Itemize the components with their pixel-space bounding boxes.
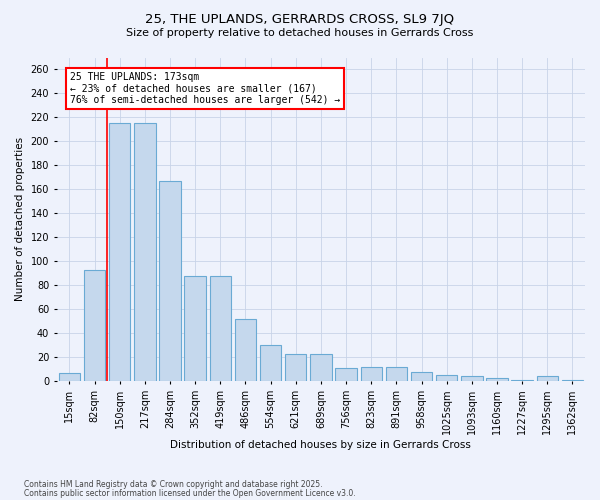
- Bar: [562, 380, 583, 381]
- Bar: [160, 181, 181, 381]
- Bar: [436, 375, 457, 381]
- Bar: [386, 367, 407, 381]
- Bar: [59, 373, 80, 381]
- Bar: [235, 319, 256, 381]
- Bar: [536, 376, 558, 381]
- Text: 25 THE UPLANDS: 173sqm
← 23% of detached houses are smaller (167)
76% of semi-de: 25 THE UPLANDS: 173sqm ← 23% of detached…: [70, 72, 340, 105]
- X-axis label: Distribution of detached houses by size in Gerrards Cross: Distribution of detached houses by size …: [170, 440, 472, 450]
- Text: 25, THE UPLANDS, GERRARDS CROSS, SL9 7JQ: 25, THE UPLANDS, GERRARDS CROSS, SL9 7JQ: [145, 12, 455, 26]
- Bar: [285, 354, 307, 381]
- Bar: [310, 354, 332, 381]
- Bar: [511, 380, 533, 381]
- Bar: [335, 368, 357, 381]
- Bar: [461, 376, 482, 381]
- Bar: [411, 372, 432, 381]
- Text: Contains public sector information licensed under the Open Government Licence v3: Contains public sector information licen…: [24, 488, 356, 498]
- Bar: [84, 270, 105, 381]
- Bar: [109, 124, 130, 381]
- Bar: [361, 367, 382, 381]
- Y-axis label: Number of detached properties: Number of detached properties: [15, 138, 25, 302]
- Bar: [260, 345, 281, 381]
- Bar: [209, 276, 231, 381]
- Text: Size of property relative to detached houses in Gerrards Cross: Size of property relative to detached ho…: [127, 28, 473, 38]
- Text: Contains HM Land Registry data © Crown copyright and database right 2025.: Contains HM Land Registry data © Crown c…: [24, 480, 323, 489]
- Bar: [184, 276, 206, 381]
- Bar: [134, 124, 155, 381]
- Bar: [486, 378, 508, 381]
